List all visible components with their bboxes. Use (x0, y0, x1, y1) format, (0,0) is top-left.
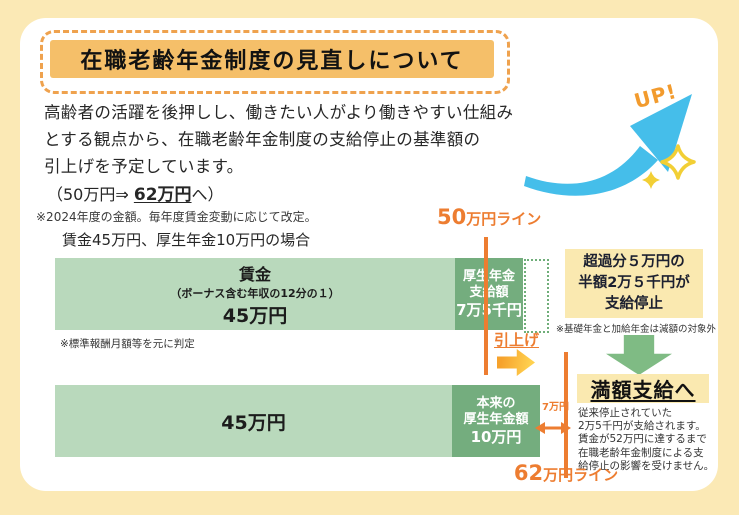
fiscal-year-note: ※2024年度の金額。毎年度賃金変動に応じて改定。 (36, 210, 317, 224)
bar-after-pension-segment: 本来の 厚生年金額 10万円 (452, 385, 540, 457)
page-title: 在職老齢年金制度の見直しについて (50, 40, 494, 78)
pension-paid-line2: 支給額 (469, 285, 509, 300)
line-50-unit: 万円ライン (466, 210, 542, 228)
bar-after-wage-segment: 45万円 (55, 385, 452, 457)
wage-title: 賃金 (238, 264, 271, 284)
gap-double-arrow-icon (535, 420, 571, 439)
description-line-5: 給停止の影響を受けません。 (578, 459, 715, 472)
line-62-label: 62万円ライン (496, 461, 636, 485)
raise-label: 引上げ (494, 331, 540, 349)
pension-paid-value: 7万5千円 (456, 301, 522, 319)
line-62-marker (564, 352, 568, 478)
intro-line-1: 高齢者の活躍を後押しし、働きたい人がより働きやすい仕組み (44, 103, 514, 122)
title-dashed-border (40, 30, 510, 94)
intro-line-3: 引上げを予定しています。 (44, 157, 244, 176)
description-line-4: 在職老齢年金制度による支 (578, 446, 704, 459)
threshold-change-prefix: （50万円⇒ (47, 185, 134, 204)
up-arrow-icon (518, 78, 718, 210)
wage-subtitle: （ボーナス含む年収の12分の１） (170, 286, 340, 300)
line-62-number: 62 (513, 461, 544, 485)
intro-line-2: とする観点から、在職老齢年金制度の支給停止の基準額の (44, 130, 481, 149)
line-50-label: 50万円ライン (437, 205, 541, 229)
page-title-text: 在職老齢年金制度の見直しについて (80, 49, 464, 74)
suspension-line2: 半額2万５千円が (578, 275, 690, 291)
pension-full-line2: 厚生年金額 (463, 412, 529, 427)
wage-value: 45万円 (222, 304, 288, 327)
description-line-3: 賃金が52万円に達するまで (578, 433, 707, 446)
description-line-1: 従来停止されていた (578, 407, 673, 419)
suspension-line3: 支給停止 (605, 296, 663, 312)
case-example-label: 賃金45万円、厚生年金10万円の場合 (62, 231, 311, 249)
standard-remuneration-note: ※標準報酬月額等を元に判定 (60, 338, 195, 350)
line-50-number: 50 (437, 205, 467, 229)
threshold-change-suffix: へ） (191, 185, 224, 204)
gap-amount-label: 7万円 (542, 402, 569, 413)
wage-value-after: 45万円 (221, 411, 286, 434)
pension-paid-line1: 厚生年金 (462, 269, 515, 284)
sparkle-icon (642, 144, 696, 189)
bar-before-wage-segment: 賃金 （ボーナス含む年収の12分の１） 45万円 (55, 258, 455, 330)
exclusion-note: ※基礎年金と加給年金は減額の対象外 (556, 324, 716, 335)
bar-before-pension-segment: 厚生年金 支給額 7万5千円 (455, 258, 523, 330)
full-payment-label: 満額支給へ (590, 378, 696, 402)
suspension-summary-box: 超過分５万円の 半額2万５千円が 支給停止 (565, 249, 703, 318)
suspension-line1: 超過分５万円の (583, 254, 685, 270)
threshold-change-line: （50万円⇒ 62万円へ） (47, 180, 224, 205)
pension-full-line1: 本来の (476, 396, 516, 411)
full-payment-description: 従来停止されていた 2万5千円が支給されます。 賃金が52万円に達するまで 在職… (578, 407, 723, 473)
description-line-2: 2万5千円が支給されます。 (578, 420, 706, 433)
line-50-marker (484, 237, 488, 375)
threshold-change-value: 62万円 (133, 185, 192, 205)
bar-before-suspended-segment (524, 259, 549, 333)
line-62-unit: 万円ライン (543, 466, 619, 484)
full-payment-box: 満額支給へ (577, 374, 709, 403)
pension-full-value: 10万円 (470, 428, 522, 446)
